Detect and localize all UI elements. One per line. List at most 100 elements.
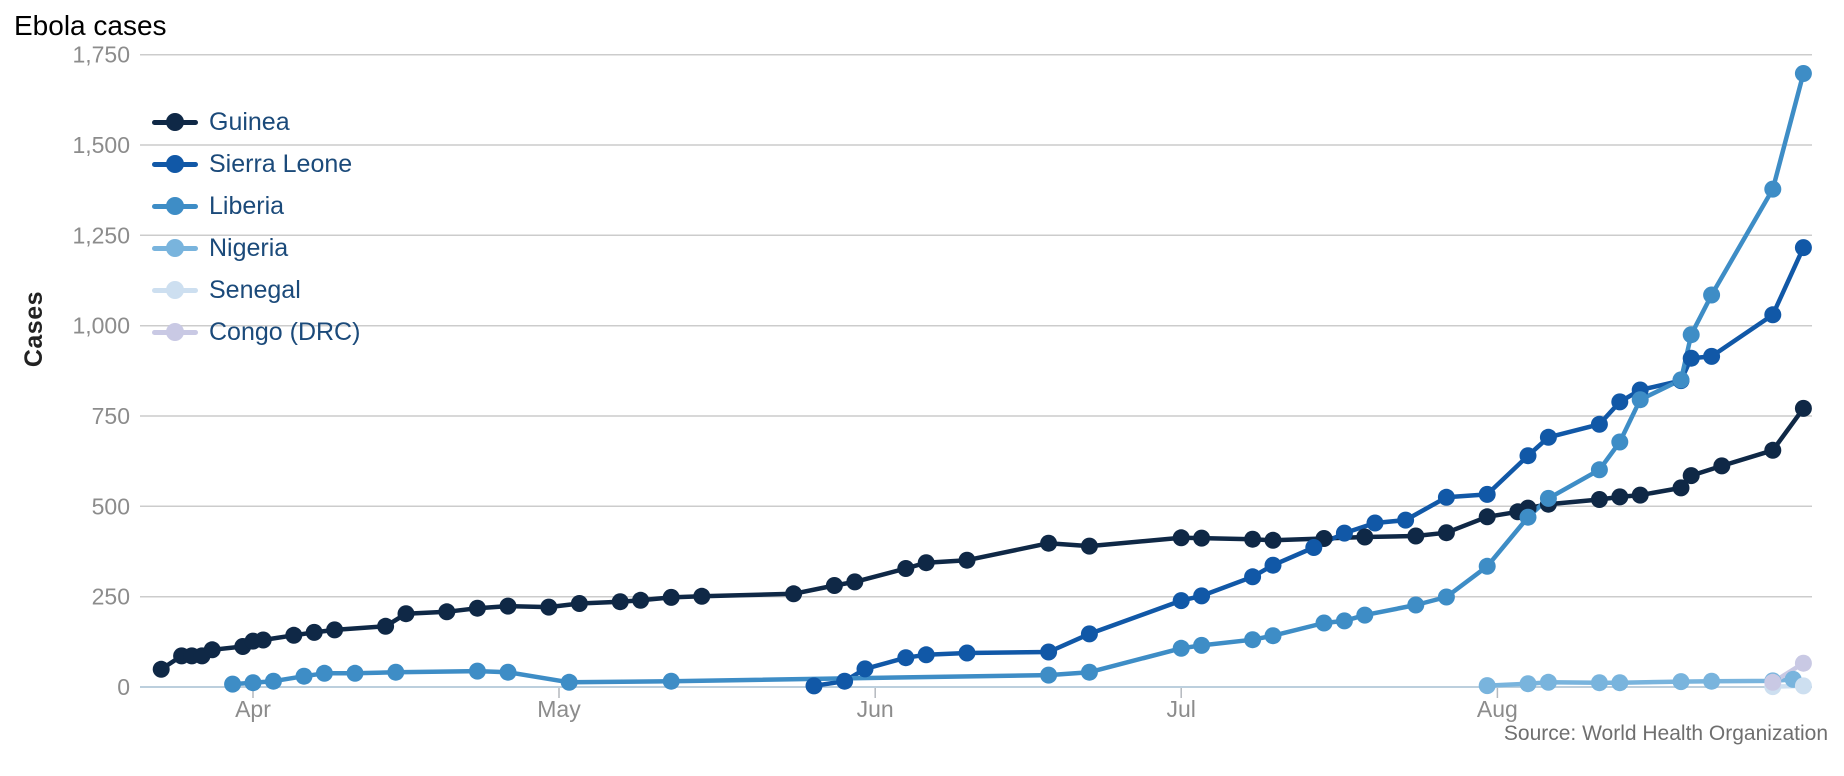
chart-title: Ebola cases	[14, 10, 167, 41]
point-guinea	[1794, 399, 1812, 417]
point-sierra-leone	[1703, 347, 1721, 365]
legend-label: Senegal	[209, 275, 301, 304]
point-liberia	[1764, 180, 1782, 198]
point-guinea	[611, 593, 629, 611]
point-liberia	[1315, 614, 1333, 632]
point-senegal	[1794, 677, 1812, 695]
point-guinea	[1672, 479, 1690, 497]
y-tick-label: 500	[92, 493, 130, 519]
point-guinea	[1080, 537, 1098, 555]
point-guinea	[632, 591, 650, 609]
point-guinea	[152, 660, 170, 678]
point-guinea	[825, 577, 843, 594]
legend-line-dot-icon	[152, 197, 198, 215]
point-liberia	[315, 664, 333, 682]
point-liberia	[1080, 663, 1098, 681]
point-guinea	[1611, 488, 1629, 506]
legend-label: Congo (DRC)	[209, 317, 361, 346]
points-guinea	[152, 399, 1812, 678]
point-guinea	[326, 621, 344, 639]
point-liberia	[1407, 596, 1425, 614]
points-nigeria	[1478, 670, 1802, 695]
y-tick-label: 0	[117, 674, 130, 700]
points-liberia	[224, 65, 1812, 693]
point-guinea	[499, 597, 517, 615]
point-liberia	[1794, 65, 1812, 82]
point-nigeria	[1703, 672, 1721, 690]
point-guinea	[1193, 529, 1211, 547]
y-axis: 0 250 500 750 1,000 1,250 1,500 1,750	[72, 42, 1812, 700]
point-guinea	[1713, 457, 1731, 475]
x-tick-label: Jul	[1166, 696, 1195, 722]
point-sierra-leone	[1172, 592, 1190, 610]
point-liberia	[244, 674, 262, 692]
point-liberia	[1478, 557, 1496, 575]
point-congo-drc	[1764, 673, 1782, 691]
legend-line-dot-icon	[152, 239, 198, 257]
line-guinea	[158, 406, 1806, 672]
point-sierra-leone	[1611, 393, 1629, 411]
point-liberia	[560, 673, 578, 691]
point-sierra-leone	[1335, 524, 1353, 542]
legend-label: Sierra Leone	[209, 149, 353, 178]
point-sierra-leone	[1040, 643, 1058, 661]
point-sierra-leone	[1519, 447, 1537, 465]
legend-item-liberia: Liberia	[152, 185, 360, 227]
point-liberia	[1264, 627, 1282, 645]
point-sierra-leone	[1764, 306, 1782, 324]
y-axis-title: Cases	[20, 291, 48, 368]
point-liberia	[295, 667, 313, 685]
legend-label: Nigeria	[209, 233, 289, 262]
point-liberia	[1703, 286, 1721, 304]
point-sierra-leone	[1539, 428, 1557, 446]
line-liberia	[230, 71, 1806, 687]
point-guinea	[897, 560, 915, 577]
point-liberia	[1519, 508, 1537, 526]
point-liberia	[1672, 371, 1690, 389]
point-liberia	[1335, 612, 1353, 630]
point-guinea	[1437, 524, 1455, 542]
point-guinea	[570, 595, 588, 612]
point-nigeria	[1519, 675, 1537, 693]
point-sierra-leone	[1682, 349, 1700, 367]
point-guinea	[1631, 486, 1649, 504]
point-sierra-leone	[836, 672, 854, 690]
point-liberia	[1682, 326, 1700, 344]
point-nigeria	[1672, 673, 1690, 691]
point-sierra-leone	[805, 677, 823, 695]
y-tick-label: 750	[92, 403, 130, 429]
legend-item-sierra-leone: Sierra Leone	[152, 143, 360, 185]
legend-item-nigeria: Nigeria	[152, 227, 360, 269]
point-guinea	[1682, 467, 1700, 485]
point-guinea	[662, 588, 680, 606]
points-congo-drc	[1764, 654, 1812, 691]
point-nigeria	[1539, 673, 1557, 691]
legend-line-dot-icon	[152, 281, 198, 299]
point-nigeria	[1590, 674, 1608, 692]
x-tick-label: May	[537, 696, 581, 722]
point-guinea	[540, 598, 558, 616]
line-sierra-leone	[811, 245, 1806, 689]
legend-label: Liberia	[209, 191, 285, 220]
point-liberia	[1172, 639, 1190, 657]
source-note: Source: World Health Organization	[1503, 722, 1828, 745]
point-guinea	[846, 573, 864, 591]
point-guinea	[958, 551, 976, 569]
point-sierra-leone	[958, 644, 976, 662]
point-liberia	[1244, 631, 1262, 649]
point-guinea	[1590, 491, 1608, 508]
point-nigeria	[1611, 674, 1629, 692]
point-liberia	[1590, 461, 1608, 479]
point-liberia	[1611, 433, 1629, 451]
point-nigeria	[1478, 677, 1496, 695]
point-guinea	[203, 641, 221, 659]
point-liberia	[468, 662, 486, 680]
legend-line-dot-icon	[152, 113, 198, 131]
point-sierra-leone	[1244, 568, 1262, 586]
point-sierra-leone	[1193, 587, 1211, 605]
point-guinea	[285, 626, 303, 644]
x-tick-label: Jun	[857, 696, 894, 722]
y-tick-label: 1,750	[72, 42, 130, 68]
point-guinea	[397, 605, 415, 623]
